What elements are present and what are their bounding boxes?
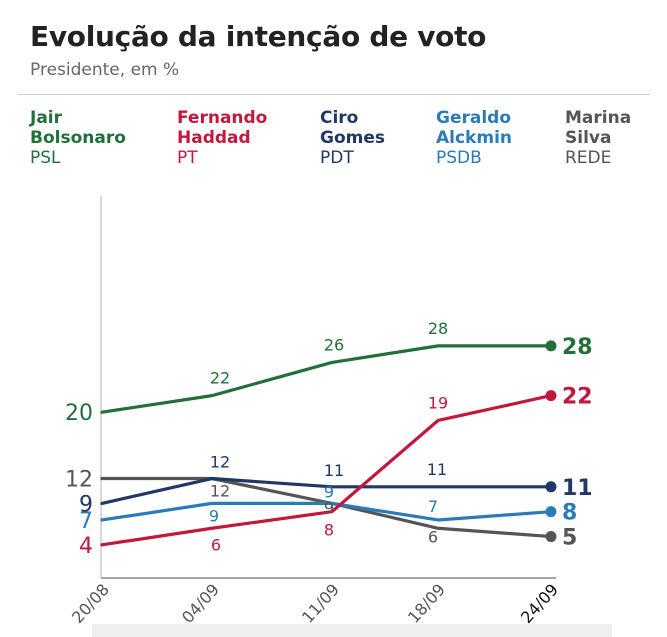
data-value-label: 11 [324,461,344,480]
data-value-label: 6 [428,527,438,546]
chart-title: Evolução da intenção de voto [30,20,487,53]
x-tick-label: 04/09 [178,580,223,627]
end-value-label: 8 [562,501,577,526]
end-value-label: 11 [562,476,593,501]
legend-name-first: Marina [565,108,632,128]
series-line [100,344,553,414]
bottom-strip [92,624,612,637]
data-value-label: 11 [427,460,447,479]
legend-item-bolsonaro: Jair Bolsonaro PSL [30,108,126,168]
start-value-label: 9 [79,492,93,517]
data-value-label: 12 [210,453,230,472]
data-value-label: 28 [428,319,448,338]
data-value-label: 9 [209,506,219,525]
data-value-label: 6 [211,535,221,554]
data-value-label: 8 [324,521,334,540]
legend-name-first: Jair [30,108,63,128]
legend-item-ciro: Ciro Gomes PDT [320,108,385,168]
series-end-point [545,481,557,493]
data-value-label: 9 [324,498,334,517]
data-value-label: 7 [428,497,438,516]
data-value-label: 19 [428,393,448,412]
legend-name-first: Geraldo [436,108,512,128]
legend-party: PT [177,148,198,168]
series-end-point [545,506,557,518]
legend-item-marina: Marina Silva REDE [565,108,631,168]
header-divider [18,94,650,95]
legend-item-alckmin: Geraldo Alckmin PSDB [436,108,512,168]
legend-name-last: Silva [565,128,612,148]
data-value-label: 26 [324,335,344,354]
x-tick-label: 24/09 [517,580,562,627]
x-tick-label: 11/09 [298,580,343,627]
chart-subtitle: Presidente, em % [30,60,180,80]
series-line [100,394,553,547]
end-value-label: 5 [562,526,577,551]
end-value-label: 22 [562,385,593,410]
legend-name-last: Bolsonaro [30,128,126,148]
x-tick-label: 20/08 [68,580,113,627]
series-end-point [545,531,557,543]
series-line [100,501,553,522]
legend-name-last: Gomes [320,128,385,148]
series-end-point [545,340,557,352]
legend-party: PDT [320,148,354,168]
start-value-label: 20 [65,401,93,426]
start-value-label: 4 [79,534,93,559]
legend-party: PSDB [436,148,482,168]
start-value-label: 12 [65,468,93,493]
legend-party: PSL [30,148,61,168]
data-value-label: 12 [210,482,230,501]
start-value-label: 7 [79,509,93,534]
legend-item-haddad: Fernando Haddad PT [177,108,267,168]
data-value-label: 22 [210,369,230,388]
legend-name-first: Ciro [320,108,359,128]
x-tick-label: 18/09 [404,580,449,627]
series-line [100,476,553,505]
legend-name-last: Haddad [177,128,251,148]
legend-name-first: Fernando [177,108,268,128]
series-end-point [545,390,557,402]
end-value-label: 28 [562,335,593,360]
legend-name-last: Alckmin [436,128,513,148]
data-value-label: 9 [324,482,334,501]
legend-party: REDE [565,148,612,168]
